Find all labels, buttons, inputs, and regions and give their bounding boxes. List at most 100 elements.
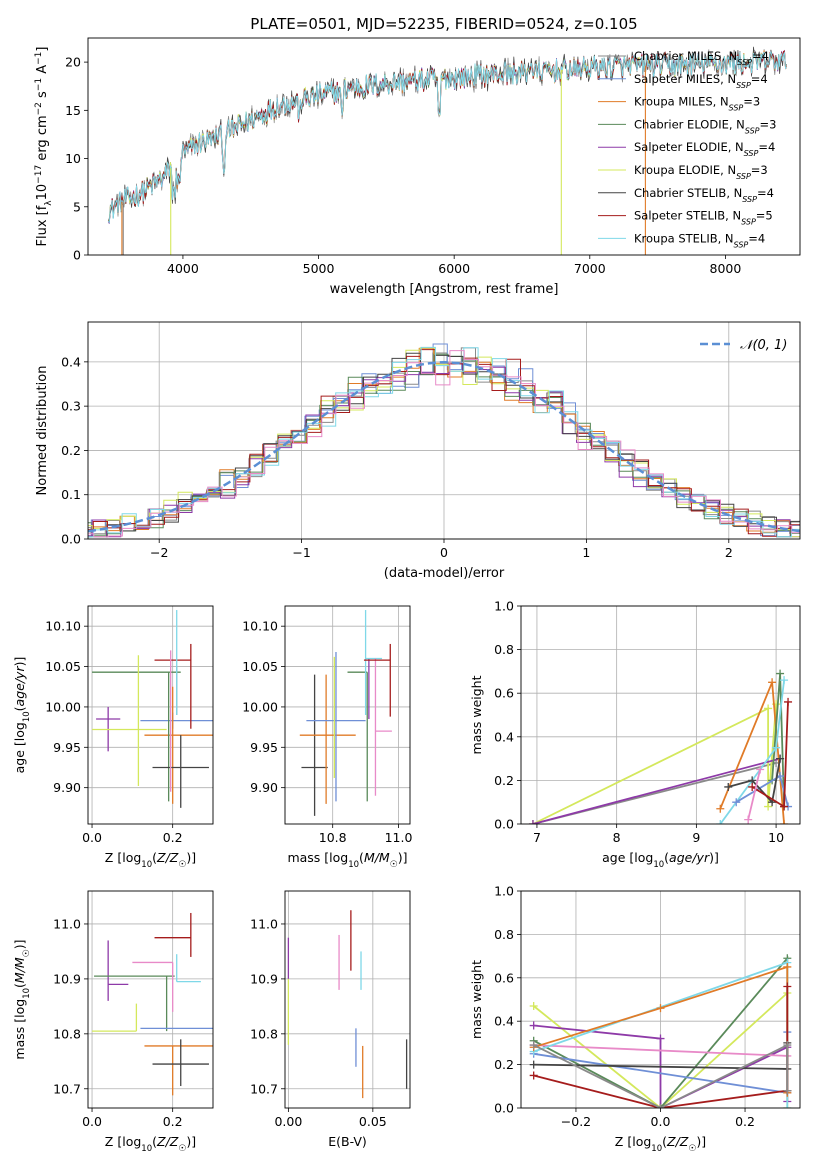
weight-point-marker (776, 669, 785, 678)
spectrum-axes: 4000 5000 6000 7000 8000 0 5 10 15 20 wavelength [… (34, 37, 801, 297)
spectrum-xtick-label: 4000 (167, 261, 199, 276)
mass-vs-EBV-xlabel: E(B-V) (328, 1134, 367, 1149)
legend-entry: Salpeter ELODIE, NSSP=4 (634, 140, 775, 158)
mass-weight-vs-Z-ytick-label: 0.2 (494, 1057, 514, 1072)
normal-reference-curve (88, 361, 800, 533)
histogram-series (88, 347, 800, 533)
histogram-series (88, 352, 800, 538)
weight-point-marker (776, 754, 785, 763)
residual-histogram-xtick-label: −2 (150, 545, 168, 560)
mass-weight-vs-age-xtick-label: 9 (692, 830, 700, 845)
mass-weight-vs-age-xtick-label: 7 (533, 830, 541, 845)
mass-vs-EBV-ytick-label: 10.7 (250, 1081, 278, 1096)
mass-weight-vs-age-ytick-label: 0.2 (494, 773, 514, 788)
weight-point-marker (732, 798, 741, 807)
weight-point-marker (780, 676, 789, 685)
histogram-frame (87, 321, 801, 540)
mass-weight-vs-age-xtick-label: 8 (613, 830, 621, 845)
residual-histogram-ytick-label: 0.4 (61, 354, 81, 369)
residual-histogram-ytick-label: 0.2 (61, 443, 81, 458)
weight-point-marker (724, 782, 733, 791)
residual-histogram-xtick-label: −1 (292, 545, 310, 560)
mass-vs-Z-ytick-label: 10.8 (53, 1026, 81, 1041)
spectrum-ylabel: Flux [fλ10−17 erg cm−2 s−1 A−1] (34, 47, 54, 247)
mass-weight-vs-Z-ytick-label: 0.8 (494, 927, 514, 942)
weight-point-marker (772, 743, 781, 752)
mass-vs-Z-axes: 0.0 0.2 10.7 10.8 10.9 11.0 Z [log10(Z/Z☉)] mas… (12, 890, 214, 1154)
weight-point-marker (529, 1060, 538, 1069)
age-vs-mass-ytick-label: 10.00 (242, 699, 278, 714)
spectrum-ytick-label: 5 (73, 199, 81, 214)
mass-weight-vs-Z-axes: −0.2 0.0 0.2 0.0 0.2 0.4 0.6 0.8 1.0 Z [log10(Z/Z… (469, 884, 801, 1154)
histogram-xlabel: (data-model)/error (384, 566, 505, 581)
residual-histogram-xtick-label: 0 (440, 545, 448, 560)
weight-series-line (532, 704, 777, 824)
age-vs-Z-ytick-label: 9.90 (53, 780, 81, 795)
spectrum-frame (87, 37, 801, 256)
weight-series-line (532, 757, 781, 824)
age-vs-mass-xtick-label: 10.8 (319, 830, 347, 845)
legend-entry: Chabrier STELIB, NSSP=4 (634, 186, 774, 204)
spectrum-series-line (107, 50, 787, 224)
weight-series-line (533, 1043, 789, 1108)
spectrum-ytick-label: 0 (73, 248, 81, 263)
mass-weight-vs-Z-xtick-label: 0.0 (651, 1114, 671, 1129)
weight-point-marker (764, 802, 773, 811)
mass-vs-Z-ytick-label: 10.7 (53, 1081, 81, 1096)
spectrum-xtick-label: 5000 (303, 261, 335, 276)
legend-entry: Chabrier ELODIE, NSSP=3 (634, 117, 776, 135)
mass-vs-Z-xtick-label: 0.0 (82, 1114, 102, 1129)
mass-vs-EBV-axes: 0.00 0.05 10.7 10.8 10.9 11.0 E(B-V) (250, 890, 411, 1149)
legend-entry: Kroupa MILES, NSSP=3 (634, 95, 760, 113)
mass-vs-EBV-plot (287, 910, 408, 1099)
age-vs-Z-ytick-label: 10.00 (45, 699, 81, 714)
mass-vs-EBV-xtick-label: 0.00 (274, 1114, 302, 1129)
mass-weight-vs-Z-ylabel: mass weight (469, 960, 484, 1039)
weight-point-marker (716, 804, 725, 813)
mass-weight-vs-Z-ytick-label: 0.6 (494, 970, 514, 985)
residual-histogram-axes: −2 −1 0 1 2 0.0 0.1 0.2 0.3 0.4 (data-model)/error… (35, 321, 801, 581)
legend-entry: Kroupa ELODIE, NSSP=3 (634, 163, 768, 181)
legend-entry: Chabrier MILES, NSSP=4 (634, 49, 769, 67)
weight-point-marker (529, 1041, 538, 1050)
histogram-ylabel: Normed distribution (35, 366, 50, 496)
residual-histogram-xtick-label: 1 (582, 545, 590, 560)
age-vs-mass-plot (299, 610, 392, 816)
weight-point-marker (529, 1021, 538, 1030)
weight-point-marker (783, 982, 792, 991)
mass-weight-vs-Z-xtick-label: 0.2 (735, 1114, 755, 1129)
legend-entry: Salpeter STELIB, NSSP=5 (634, 209, 773, 227)
weight-point-marker (783, 1086, 792, 1095)
spectrum-xtick-label: 7000 (574, 261, 606, 276)
spectrum-ytick-label: 20 (65, 55, 81, 70)
age-vs-Z-ytick-label: 9.95 (53, 740, 81, 755)
mass-weight-vs-age-ytick-label: 0.6 (494, 686, 514, 701)
mass-vs-EBV-ytick-label: 10.9 (250, 971, 278, 986)
weight-point-marker (656, 1004, 665, 1013)
mass-weight-vs-age-ytick-label: 0.8 (494, 642, 514, 657)
legend-entry: Kroupa STELIB, NSSP=4 (634, 231, 765, 249)
mass-weight-vs-Z-ytick-label: 1.0 (494, 884, 514, 899)
weight-point-marker (768, 678, 777, 687)
spectrum-ytick-label: 15 (65, 103, 81, 118)
age-vs-mass-ytick-label: 10.05 (242, 659, 278, 674)
weight-point-marker (756, 765, 765, 774)
residual-histogram-ytick-label: 0.1 (61, 487, 81, 502)
mass-weight-vs-Z-plot (529, 954, 792, 1108)
weight-point-marker (783, 962, 792, 971)
weight-point-marker (783, 1104, 792, 1108)
weight-point-marker (744, 815, 753, 824)
residual-histogram-ytick-label: 0.3 (61, 399, 81, 414)
legend-entry: Salpeter MILES, NSSP=4 (634, 72, 768, 90)
weight-point-marker (529, 1071, 538, 1080)
histogram-series (88, 350, 800, 538)
weight-point-marker (764, 704, 773, 713)
weight-point-marker (716, 820, 725, 824)
mass-weight-vs-age-axes: 7 8 9 10 0.0 0.2 0.4 0.6 0.8 1.0 age [log10(age/yr… (469, 599, 801, 870)
age-vs-mass-frame (284, 605, 411, 825)
spectrum-xtick-label: 6000 (438, 261, 470, 276)
mass-weight-vs-age-xtick-label: 10 (768, 830, 784, 845)
mass-vs-Z-xlabel: Z [log10(Z/Z☉)] (105, 1134, 196, 1154)
residual-histogram-plot (88, 343, 800, 538)
